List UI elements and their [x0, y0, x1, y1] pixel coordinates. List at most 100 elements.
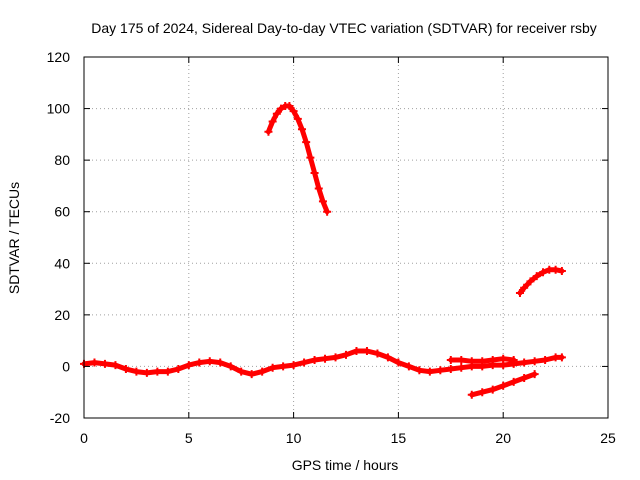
data-point	[293, 114, 302, 123]
data-point	[394, 358, 403, 367]
data-point	[247, 370, 256, 379]
data-point	[153, 367, 162, 376]
data-point	[446, 355, 455, 364]
data-point	[436, 366, 445, 375]
data-point	[488, 385, 497, 394]
grid-lines	[84, 57, 608, 418]
data-point	[532, 272, 541, 281]
data-point	[557, 353, 566, 362]
chart-title: Day 175 of 2024, Sidereal Day-to-day VTE…	[91, 20, 597, 36]
data-point	[100, 359, 109, 368]
data-point	[90, 358, 99, 367]
x-tick-label: 0	[80, 430, 88, 446]
x-tick-label: 10	[286, 430, 302, 446]
data-point	[289, 107, 298, 116]
data-point	[457, 363, 466, 372]
data-point	[467, 357, 476, 366]
data-point	[318, 197, 327, 206]
data-point	[515, 288, 524, 297]
series-peak-arc	[264, 101, 332, 216]
y-tick-label: 0	[62, 358, 70, 374]
y-tick-label: 60	[54, 204, 70, 220]
data-point	[352, 346, 361, 355]
data-point	[111, 361, 120, 370]
data-point	[302, 138, 311, 147]
data-point	[264, 127, 273, 136]
data-point	[314, 184, 323, 193]
data-point	[457, 355, 466, 364]
series-rising-arc-21-23	[515, 265, 566, 297]
data-point	[404, 362, 413, 371]
data-point	[323, 207, 332, 216]
data-point	[415, 366, 424, 375]
data-point	[297, 125, 306, 134]
data-point	[520, 283, 529, 292]
data-point	[310, 355, 319, 364]
y-axis-label: SDTVAR / TECUs	[6, 182, 22, 294]
data-point	[530, 357, 539, 366]
data-point	[310, 169, 319, 178]
data-point	[478, 388, 487, 397]
data-point	[509, 377, 518, 386]
data-point	[467, 390, 476, 399]
data-point	[306, 153, 315, 162]
data-point	[373, 349, 382, 358]
data-point	[216, 358, 225, 367]
data-point	[132, 367, 141, 376]
x-axis: 0 5 10 15 20 25	[80, 57, 616, 446]
data-point	[478, 357, 487, 366]
y-tick-label: 20	[54, 307, 70, 323]
data-point	[321, 354, 330, 363]
data-point	[272, 109, 281, 118]
data-point	[195, 358, 204, 367]
data-point	[121, 365, 130, 374]
series-upper-branch-17-21	[446, 354, 518, 366]
data-point	[277, 104, 286, 113]
x-tick-label: 15	[391, 430, 407, 446]
data-point	[551, 265, 560, 274]
data-point	[526, 277, 535, 286]
data-point	[557, 267, 566, 276]
y-tick-label: -20	[50, 410, 70, 426]
data-point	[541, 355, 550, 364]
data-point	[289, 361, 298, 370]
data-point	[300, 358, 309, 367]
x-axis-label: GPS time / hours	[292, 457, 399, 473]
data-point	[163, 367, 172, 376]
data-point	[268, 117, 277, 126]
data-point	[425, 367, 434, 376]
data-point	[174, 365, 183, 374]
data-point	[362, 346, 371, 355]
x-tick-label: 5	[185, 430, 193, 446]
data-point	[539, 268, 548, 277]
data-point	[205, 357, 214, 366]
data-point	[331, 353, 340, 362]
series-main-near-zero	[80, 346, 566, 379]
x-tick-label: 25	[600, 430, 616, 446]
data-point	[285, 101, 294, 110]
x-tick-label: 20	[495, 430, 511, 446]
y-axis: -20 0 20 40 60 80 100 120	[47, 49, 608, 426]
data-point	[279, 362, 288, 371]
data-point	[520, 358, 529, 367]
data-point	[268, 363, 277, 372]
data-point	[520, 374, 529, 383]
series-lower-diagonal	[467, 370, 539, 399]
data-points	[80, 101, 566, 399]
y-tick-label: 100	[47, 101, 71, 117]
y-tick-label: 40	[54, 255, 70, 271]
data-point	[142, 368, 151, 377]
y-tick-label: 80	[54, 152, 70, 168]
data-point	[342, 350, 350, 359]
data-point	[446, 365, 455, 374]
data-point	[530, 370, 539, 379]
data-point	[499, 381, 508, 390]
data-point	[237, 367, 246, 376]
data-point	[499, 354, 508, 363]
data-point	[226, 362, 235, 371]
y-tick-label: 120	[47, 49, 71, 65]
data-point	[509, 355, 518, 364]
data-point	[184, 361, 193, 370]
data-point	[258, 367, 267, 376]
